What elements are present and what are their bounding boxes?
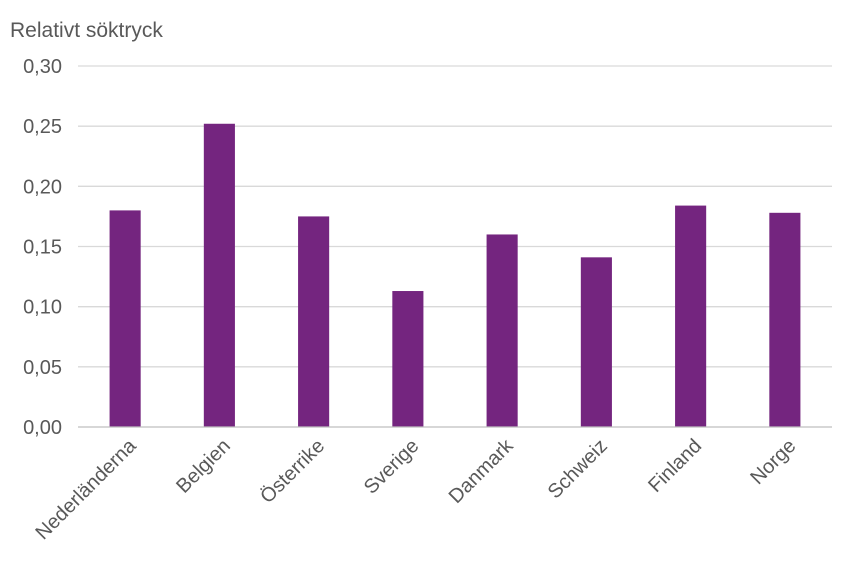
gridlines: [78, 65, 832, 368]
bar: [203, 123, 235, 427]
x-tick-label: Finland: [644, 435, 706, 497]
y-tick-label: 0,05: [23, 357, 62, 379]
bar: [675, 205, 707, 427]
bar: [580, 257, 612, 427]
bar: [769, 212, 801, 427]
bar: [298, 216, 330, 427]
bars: [109, 123, 801, 427]
bar: [109, 210, 141, 427]
y-axis-ticks: 0,00 0,05 0,10 0,15 0,20 0,25 0,30: [23, 56, 62, 439]
bar: [486, 234, 518, 427]
chart-title: Relativt söktryck: [10, 19, 163, 42]
x-tick-label: Danmark: [445, 434, 519, 508]
x-tick-label: Norge: [746, 435, 800, 489]
bar: [392, 291, 424, 427]
y-tick-label: 0,20: [23, 176, 62, 198]
x-tick-label: Belgien: [172, 435, 235, 498]
x-tick-label: Österrike: [256, 435, 329, 508]
y-tick-label: 0,25: [23, 116, 62, 138]
x-tick-label: Schweiz: [544, 435, 612, 503]
y-tick-label: 0,00: [23, 417, 62, 439]
x-tick-label: Nederländerna: [32, 434, 142, 544]
x-tick-label: Sverige: [360, 435, 424, 499]
y-tick-label: 0,10: [23, 297, 62, 319]
y-tick-label: 0,15: [23, 237, 62, 259]
x-axis-labels: Nederländerna Belgien Österrike Sverige Danm…: [32, 434, 801, 544]
y-tick-label: 0,30: [23, 56, 62, 78]
